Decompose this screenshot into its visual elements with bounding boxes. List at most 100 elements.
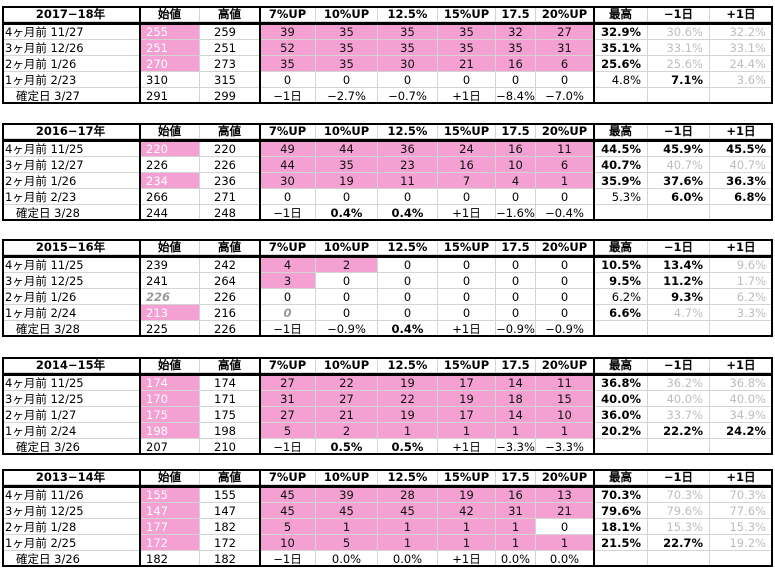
cell[interactable] xyxy=(710,551,773,567)
cell[interactable]: 0.0% xyxy=(536,551,594,567)
cell[interactable]: 16 xyxy=(438,157,496,173)
row-label[interactable]: 1ヶ月前 2/23 xyxy=(2,189,140,205)
cell[interactable]: 45.9% xyxy=(648,141,710,157)
cell[interactable]: 36.8% xyxy=(594,375,648,391)
cell[interactable]: 0 xyxy=(536,289,594,305)
cell[interactable]: 0.4% xyxy=(378,321,438,337)
cell[interactable]: 7.1% xyxy=(648,72,710,88)
column-header[interactable]: 17.5 xyxy=(496,239,536,255)
cell[interactable]: 45 xyxy=(260,503,316,519)
cell[interactable]: 1 xyxy=(536,423,594,439)
cell[interactable]: 244 xyxy=(140,205,200,221)
cell[interactable] xyxy=(594,321,648,337)
cell[interactable]: 0 xyxy=(438,289,496,305)
cell[interactable]: 35 xyxy=(438,24,496,40)
cell[interactable]: 6 xyxy=(536,56,594,72)
cell[interactable]: −0.9% xyxy=(496,321,536,337)
cell[interactable]: −1日 xyxy=(260,88,316,104)
cell[interactable]: −3.3% xyxy=(496,439,536,455)
cell[interactable]: 17 xyxy=(438,407,496,423)
year-label[interactable]: 2014−15年 xyxy=(2,357,140,373)
column-header[interactable]: 15%UP xyxy=(438,357,496,373)
cell[interactable] xyxy=(594,551,648,567)
row-label[interactable]: 確定日 3/27 xyxy=(2,88,140,104)
column-header[interactable]: +1日 xyxy=(710,469,773,485)
column-header[interactable]: 15%UP xyxy=(438,469,496,485)
cell[interactable]: 30.6% xyxy=(648,24,710,40)
cell[interactable]: 30 xyxy=(260,173,316,189)
column-header[interactable]: 7%UP xyxy=(260,6,316,22)
cell[interactable]: 11 xyxy=(536,141,594,157)
column-header[interactable]: 12.5% xyxy=(378,469,438,485)
row-label[interactable]: 2ヶ月前 1/28 xyxy=(2,519,140,535)
column-header[interactable]: +1日 xyxy=(710,239,773,255)
cell[interactable]: 182 xyxy=(200,551,260,567)
cell[interactable]: 14 xyxy=(496,407,536,423)
cell[interactable]: 226 xyxy=(140,157,200,173)
column-header[interactable]: +1日 xyxy=(710,123,773,139)
cell[interactable]: 9.5% xyxy=(594,273,648,289)
cell[interactable]: 213 xyxy=(140,305,200,321)
column-header[interactable]: 17.5 xyxy=(496,469,536,485)
cell[interactable]: 40.0% xyxy=(710,391,773,407)
cell[interactable]: −1日 xyxy=(260,205,316,221)
cell[interactable]: 35 xyxy=(496,40,536,56)
column-header[interactable]: −1日 xyxy=(648,239,710,255)
cell[interactable]: 315 xyxy=(200,72,260,88)
row-label[interactable]: 確定日 3/26 xyxy=(2,551,140,567)
cell[interactable]: 6.0% xyxy=(648,189,710,205)
cell[interactable]: 1 xyxy=(378,423,438,439)
cell[interactable]: 2 xyxy=(316,423,378,439)
row-label[interactable]: 1ヶ月前 2/25 xyxy=(2,535,140,551)
cell[interactable]: 220 xyxy=(140,141,200,157)
cell[interactable]: 0 xyxy=(316,289,378,305)
column-header[interactable]: +1日 xyxy=(710,6,773,22)
cell[interactable]: 5 xyxy=(260,519,316,535)
column-header[interactable]: 7%UP xyxy=(260,357,316,373)
cell[interactable]: 6.2% xyxy=(594,289,648,305)
cell[interactable]: 36 xyxy=(378,141,438,157)
cell[interactable]: −7.0% xyxy=(536,88,594,104)
cell[interactable]: 22.2% xyxy=(648,423,710,439)
cell[interactable]: 36.2% xyxy=(648,375,710,391)
cell[interactable]: 3 xyxy=(260,273,316,289)
cell[interactable]: 44.5% xyxy=(594,141,648,157)
row-label[interactable]: 3ヶ月前 12/25 xyxy=(2,391,140,407)
row-label[interactable]: 1ヶ月前 2/23 xyxy=(2,72,140,88)
cell[interactable]: 19 xyxy=(378,375,438,391)
cell[interactable]: 7 xyxy=(438,173,496,189)
cell[interactable]: 4.7% xyxy=(648,305,710,321)
cell[interactable]: 35 xyxy=(316,56,378,72)
cell[interactable]: 266 xyxy=(140,189,200,205)
cell[interactable]: 9.3% xyxy=(648,289,710,305)
column-header[interactable]: 15%UP xyxy=(438,123,496,139)
cell[interactable]: 16 xyxy=(496,141,536,157)
cell[interactable]: 25.6% xyxy=(594,56,648,72)
cell[interactable]: 44 xyxy=(316,141,378,157)
cell[interactable]: −8.4% xyxy=(496,88,536,104)
column-header[interactable]: 20%UP xyxy=(536,469,594,485)
cell[interactable]: 3.3% xyxy=(710,305,773,321)
row-label[interactable]: 4ヶ月前 11/26 xyxy=(2,487,140,503)
cell[interactable]: 155 xyxy=(140,487,200,503)
cell[interactable]: 45 xyxy=(316,503,378,519)
cell[interactable] xyxy=(710,205,773,221)
column-header[interactable]: 17.5 xyxy=(496,123,536,139)
cell[interactable]: 259 xyxy=(200,24,260,40)
column-header[interactable]: 10%UP xyxy=(316,123,378,139)
cell[interactable] xyxy=(710,439,773,455)
cell[interactable]: 16 xyxy=(496,56,536,72)
column-header[interactable]: 高値 xyxy=(200,469,260,485)
cell[interactable]: 220 xyxy=(200,141,260,157)
column-header[interactable]: 高値 xyxy=(200,357,260,373)
cell[interactable]: 234 xyxy=(140,173,200,189)
column-header[interactable]: 20%UP xyxy=(536,6,594,22)
column-header[interactable]: +1日 xyxy=(710,357,773,373)
cell[interactable]: 49 xyxy=(260,141,316,157)
cell[interactable]: 15.3% xyxy=(710,519,773,535)
cell[interactable]: 241 xyxy=(140,273,200,289)
cell[interactable]: 70.3% xyxy=(648,487,710,503)
column-header[interactable]: 最高 xyxy=(594,123,648,139)
cell[interactable]: 70.3% xyxy=(594,487,648,503)
row-label[interactable]: 2ヶ月前 1/26 xyxy=(2,173,140,189)
